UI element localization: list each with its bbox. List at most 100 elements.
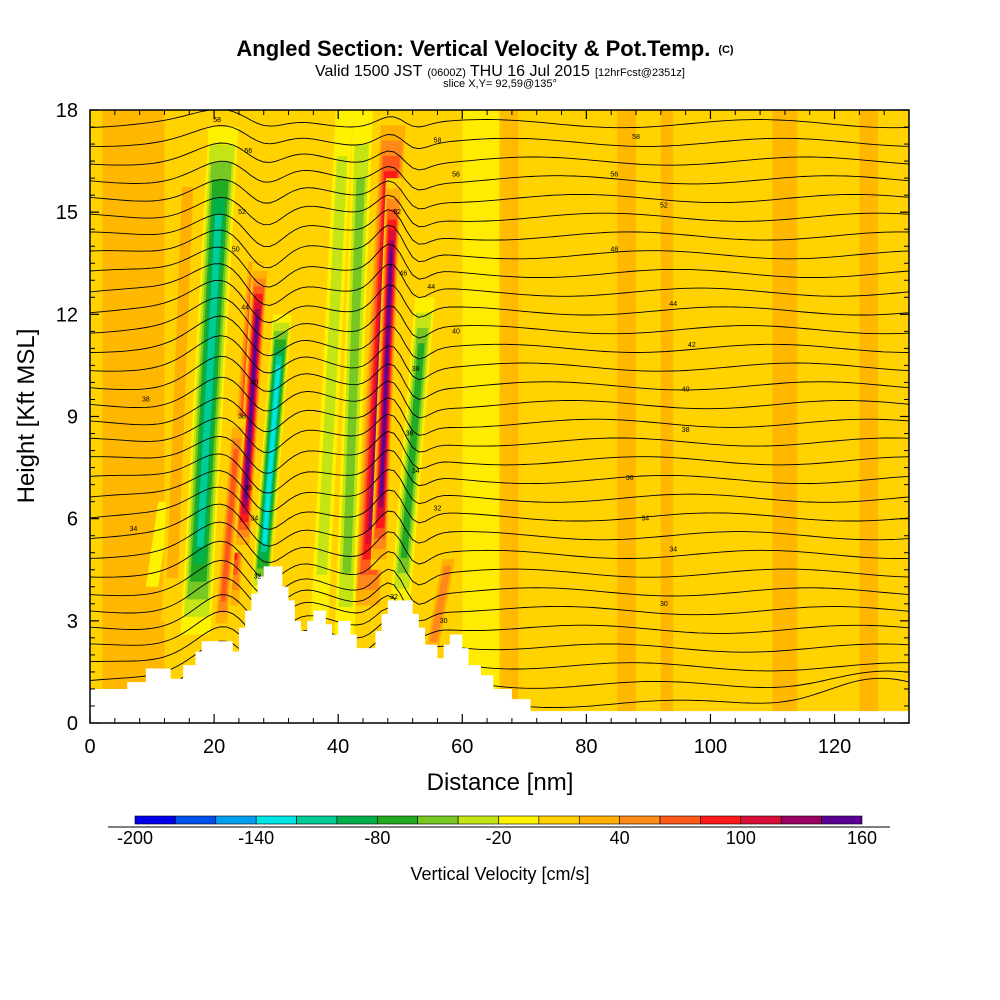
- downdraft-plume: [145, 501, 171, 587]
- velocity-stripe: [660, 110, 674, 723]
- isentrope-label: 58: [632, 134, 640, 141]
- isentrope-label: 32: [434, 505, 442, 512]
- colorbar-swatch: [578, 815, 620, 825]
- y-tick-label: 6: [67, 509, 78, 531]
- slice-label: slice X,Y= 92,59@135°: [443, 78, 557, 90]
- colorbar-tick-label: 100: [726, 828, 756, 848]
- colorbar-tick-label: -200: [117, 828, 153, 848]
- isentrope-label: 34: [641, 516, 649, 523]
- isentrope-line: [90, 577, 909, 622]
- isentrope-line: [90, 521, 909, 565]
- isentrope-line: [90, 397, 909, 436]
- colorbar-swatch: [659, 815, 701, 825]
- isentrope-labels: 58 56 52 50 44 40 38 36 34 38 34 32 58 56 52 46 44 40 38 36…: [130, 117, 696, 625]
- chart-subtitle: Valid 1500 JST (0600Z) THU 16 Jul 2015 [12h…: [315, 63, 685, 80]
- x-tick-label: 120: [818, 736, 851, 758]
- updraft-core: [244, 316, 259, 500]
- colorbar-swatch: [175, 815, 217, 825]
- isentrope-label: 32: [390, 594, 398, 601]
- y-tick-label: 0: [67, 713, 78, 735]
- isentrope-label: 52: [238, 209, 246, 216]
- isentrope-label: 32: [254, 574, 262, 581]
- isentrope-label: 56: [244, 148, 252, 155]
- isentrope-label: 38: [142, 396, 150, 403]
- isentrope-line: [90, 160, 909, 191]
- colorbar-swatch: [377, 815, 419, 825]
- colorbar-swatch: [498, 815, 540, 825]
- colorbar: -200 -140 -80 -20 40 100 160: [108, 815, 890, 848]
- isentrope-label: 52: [660, 202, 668, 209]
- isentropes: [90, 110, 909, 709]
- colorbar-swatch: [821, 815, 863, 825]
- isentrope-line: [90, 179, 909, 210]
- isentrope-label: 40: [251, 379, 259, 386]
- isentrope-line: [90, 355, 909, 400]
- isentrope-line: [90, 503, 909, 547]
- isentrope-line: [90, 194, 909, 228]
- colorbar-swatch: [336, 815, 378, 825]
- velocity-stripe: [555, 110, 581, 723]
- velocity-stripe: [139, 110, 165, 723]
- isentrope-label: 44: [427, 284, 435, 291]
- y-tick-label: 18: [56, 100, 78, 122]
- isentrope-label: 38: [238, 414, 246, 421]
- velocity-stripe: [710, 110, 730, 723]
- velocity-stripe: [772, 110, 798, 723]
- isentrope-label: 46: [399, 270, 407, 277]
- isentrope-label: 40: [452, 328, 460, 335]
- isentrope-line: [90, 540, 909, 586]
- isentrope-line: [90, 263, 909, 306]
- colorbar-tick-label: -80: [364, 828, 390, 848]
- colorbar-swatch: [215, 815, 257, 825]
- velocity-stripe: [617, 110, 636, 723]
- isentrope-label: 36: [406, 431, 414, 438]
- downdraft-core: [262, 364, 281, 544]
- isentrope-line: [90, 620, 909, 672]
- isentrope-label: 36: [626, 475, 634, 482]
- colorbar-tick-label: -20: [485, 828, 511, 848]
- isentrope-line: [90, 559, 909, 605]
- y-tick-label: 9: [67, 407, 78, 429]
- downdraft-plume: [342, 178, 365, 573]
- isentrope-label: 34: [130, 526, 138, 533]
- colorbar-swatch: [417, 815, 459, 825]
- x-axis-label: Distance [nm]: [427, 769, 574, 796]
- isentrope-label: 34: [412, 468, 420, 475]
- isentrope-label: 56: [610, 172, 618, 179]
- isentrope-label: 34: [251, 516, 259, 523]
- y-tick-label: 15: [56, 202, 78, 224]
- isentrope-line: [90, 335, 909, 381]
- colorbar-tick-label: 40: [610, 828, 630, 848]
- updraft-core: [379, 250, 393, 498]
- colorbar-swatch: [134, 815, 176, 825]
- isentrope-line: [90, 297, 909, 340]
- colorbar-swatch: [740, 815, 782, 825]
- isentrope-label: 40: [682, 386, 690, 393]
- isentrope-line: [90, 607, 909, 653]
- x-tick-label: 80: [575, 736, 597, 758]
- isentrope-label: 30: [440, 618, 448, 625]
- isentrope-label: 34: [669, 546, 677, 553]
- isentrope-line: [90, 486, 909, 530]
- isentrope-label: 42: [688, 342, 696, 349]
- velocity-stripe: [499, 110, 519, 723]
- isentrope-line: [90, 449, 909, 494]
- isentrope-line: [90, 209, 909, 247]
- colorbar-tick-label: -140: [238, 828, 274, 848]
- x-tick-label: 0: [84, 736, 95, 758]
- updraft-plume: [166, 186, 194, 578]
- x-tick-label: 20: [203, 736, 225, 758]
- y-axis-label: Height [Kft MSL]: [13, 329, 40, 504]
- isentrope-label: 58: [434, 138, 442, 145]
- isentrope-label: 48: [610, 247, 618, 254]
- colorbar-label: Vertical Velocity [cm/s]: [410, 864, 589, 884]
- velocity-stripe: [859, 110, 878, 723]
- isentrope-label: 58: [213, 117, 221, 124]
- chart-title: Angled Section: Vertical Velocity & Pot.…: [236, 36, 734, 61]
- updraft-plume: [429, 565, 452, 642]
- isentrope-line: [90, 279, 909, 324]
- velocity-field: [90, 110, 909, 723]
- x-tick-label: 100: [694, 736, 727, 758]
